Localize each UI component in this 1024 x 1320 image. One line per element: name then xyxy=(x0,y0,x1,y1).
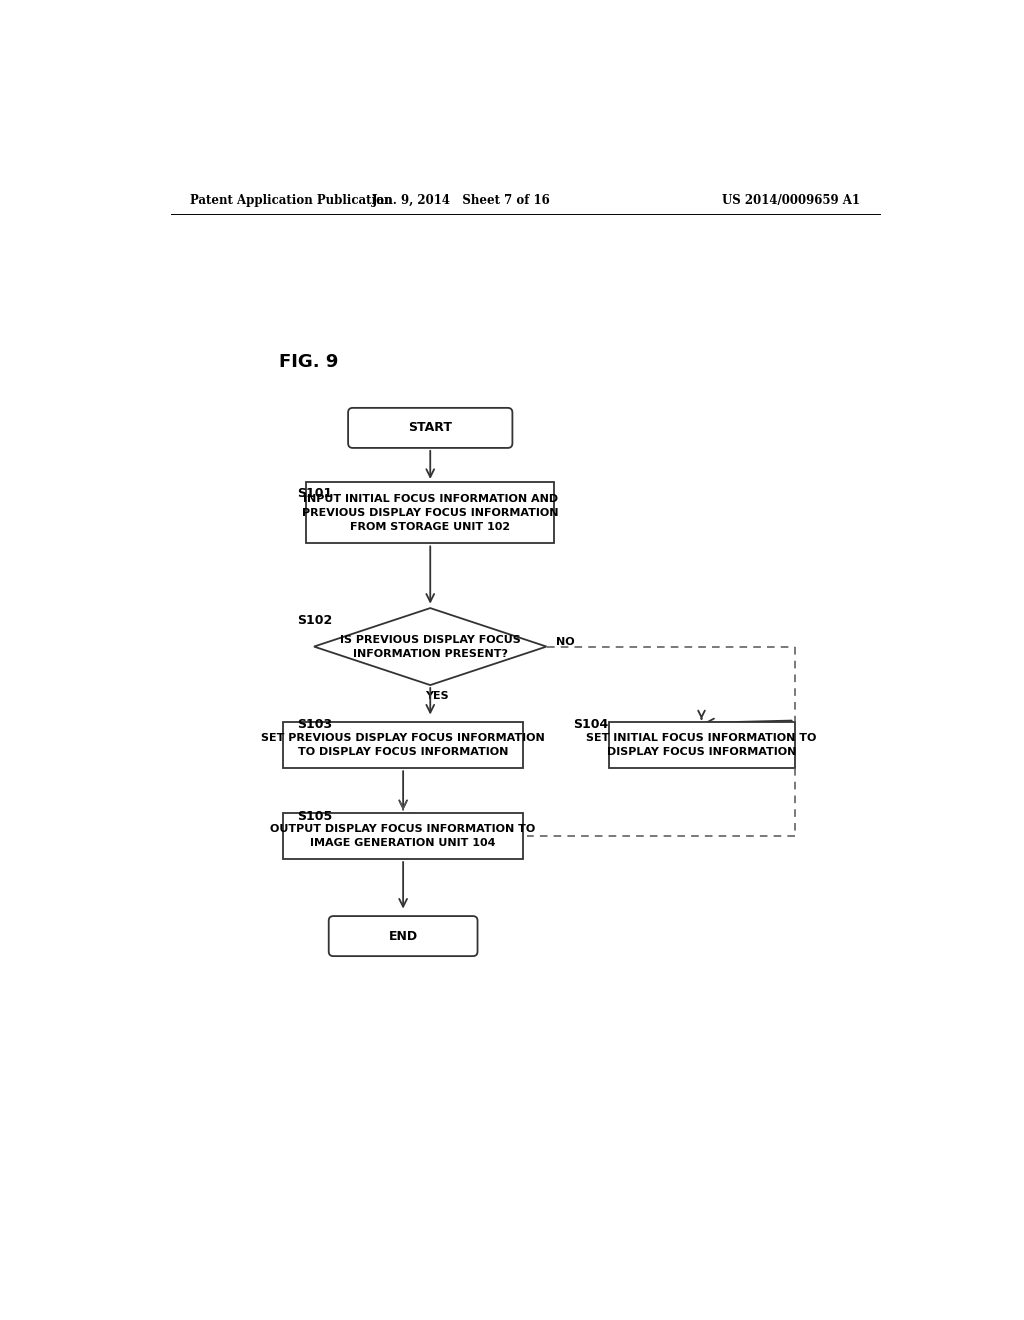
Text: NO: NO xyxy=(556,638,574,647)
Text: S102: S102 xyxy=(297,614,332,627)
FancyBboxPatch shape xyxy=(348,408,512,447)
Bar xyxy=(608,722,795,768)
Text: S104: S104 xyxy=(573,718,609,731)
Text: S105: S105 xyxy=(297,810,332,824)
Text: S101: S101 xyxy=(297,487,332,500)
Polygon shape xyxy=(314,609,547,685)
Text: Jan. 9, 2014   Sheet 7 of 16: Jan. 9, 2014 Sheet 7 of 16 xyxy=(372,194,551,207)
Text: YES: YES xyxy=(425,692,449,701)
Text: OUTPUT DISPLAY FOCUS INFORMATION TO
IMAGE GENERATION UNIT 104: OUTPUT DISPLAY FOCUS INFORMATION TO IMAG… xyxy=(270,824,536,847)
Text: INPUT INITIAL FOCUS INFORMATION AND
PREVIOUS DISPLAY FOCUS INFORMATION
FROM STOR: INPUT INITIAL FOCUS INFORMATION AND PREV… xyxy=(302,494,558,532)
Bar xyxy=(283,813,523,859)
Text: US 2014/0009659 A1: US 2014/0009659 A1 xyxy=(722,194,859,207)
Text: Patent Application Publication: Patent Application Publication xyxy=(190,194,392,207)
Bar xyxy=(283,722,523,768)
Text: END: END xyxy=(388,929,418,942)
FancyBboxPatch shape xyxy=(329,916,477,956)
Text: SET INITIAL FOCUS INFORMATION TO
DISPLAY FOCUS INFORMATION: SET INITIAL FOCUS INFORMATION TO DISPLAY… xyxy=(587,733,817,758)
Text: IS PREVIOUS DISPLAY FOCUS
INFORMATION PRESENT?: IS PREVIOUS DISPLAY FOCUS INFORMATION PR… xyxy=(340,635,520,659)
Bar xyxy=(306,482,554,544)
Text: FIG. 9: FIG. 9 xyxy=(280,354,339,371)
Text: S103: S103 xyxy=(297,718,332,731)
Text: START: START xyxy=(409,421,453,434)
Text: SET PREVIOUS DISPLAY FOCUS INFORMATION
TO DISPLAY FOCUS INFORMATION: SET PREVIOUS DISPLAY FOCUS INFORMATION T… xyxy=(261,733,545,758)
